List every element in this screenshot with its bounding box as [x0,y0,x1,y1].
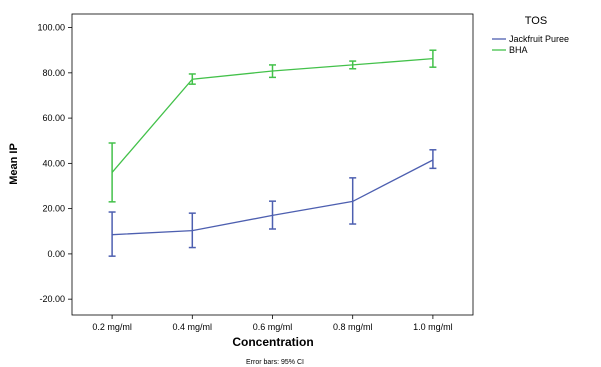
legend-label-bha: BHA [509,45,528,55]
error-bar [269,200,276,230]
error-bar [349,177,357,225]
x-tick-label: 0.4 mg/ml [173,322,213,332]
series-bha [108,49,437,203]
x-axis-title: Concentration [232,335,313,349]
y-tick-label: 60.00 [42,113,65,123]
error-bar [188,212,196,249]
error-bar [429,49,437,68]
error-bar [108,211,116,257]
x-tick-label: 1.0 mg/ml [413,322,453,332]
y-axis-title: Mean IP [8,143,20,185]
legend-label-jackfruit-puree: Jackfruit Puree [509,34,569,44]
footnote: Error bars: 95% CI [246,359,304,366]
x-tick-label: 0.8 mg/ml [333,322,373,332]
y-tick-label: 100.00 [37,23,65,33]
y-tick-label: 40.00 [42,158,65,168]
plot-area [71,13,474,316]
y-tick-label: -20.00 [39,294,65,304]
x-tick-label: 0.2 mg/ml [92,322,132,332]
y-tick-label: 0.00 [47,249,65,259]
series-jackfruit-puree [108,149,437,257]
error-bar [429,149,437,170]
y-tick-label: 20.00 [42,204,65,214]
error-bar [188,73,196,85]
legend-title: TOS [525,15,547,27]
error-bar [269,64,276,79]
x-tick-label: 0.6 mg/ml [253,322,293,332]
y-axis: 100.00 80.00 60.00 40.00 20.00 0.00 -20.00 [37,23,72,304]
y-tick-label: 80.00 [42,68,65,78]
series-layer [108,49,437,257]
x-axis: 0.2 mg/ml 0.4 mg/ml 0.6 mg/ml 0.8 mg/ml 1.0 … [92,315,453,332]
